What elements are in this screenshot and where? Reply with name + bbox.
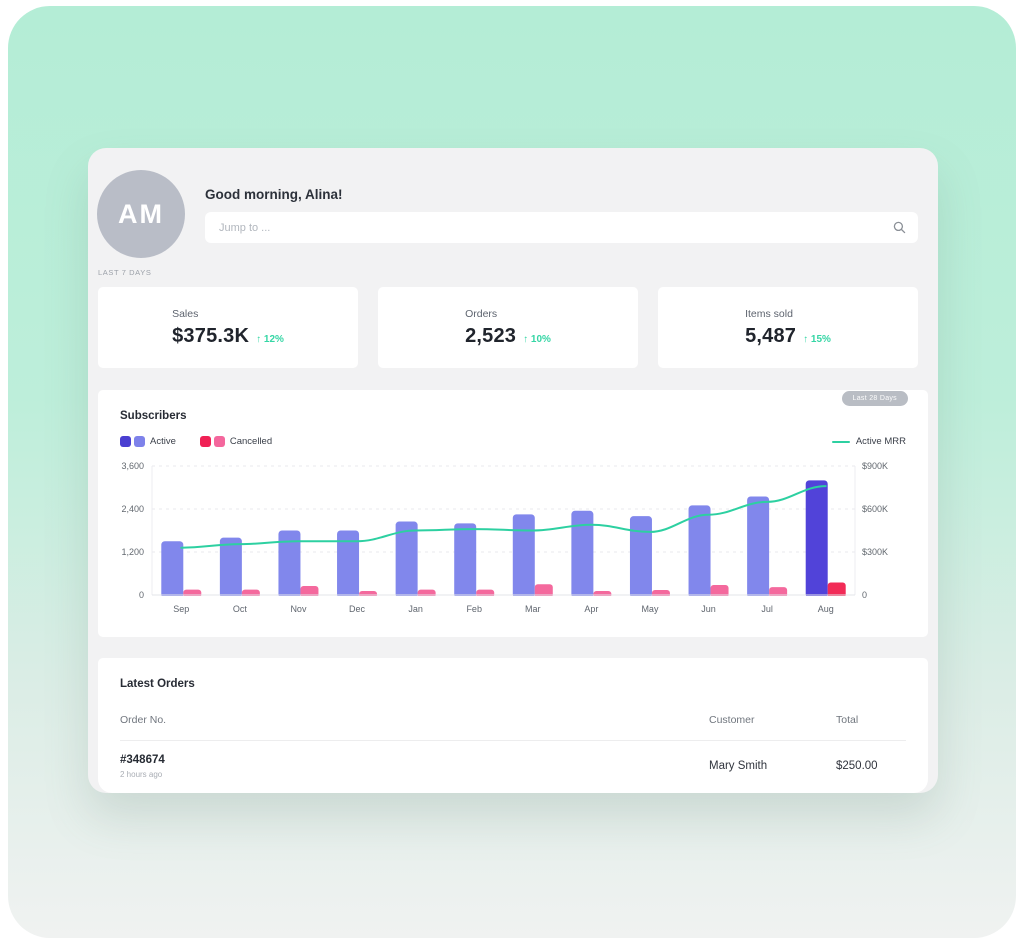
stat-change-up: ↑ 15% [803, 333, 831, 345]
column-total: Total [836, 714, 859, 726]
subscribers-card: Last 28 Days Subscribers Active Cancelle… [98, 390, 928, 637]
cancelled-light-swatch [213, 436, 225, 447]
up-arrow-icon: ↑ [803, 333, 809, 345]
svg-text:Jul: Jul [761, 604, 773, 614]
active-dark-swatch [120, 436, 131, 447]
stat-value: 2,523 [465, 324, 517, 347]
order-number: #348674 [120, 754, 165, 766]
svg-text:Aug: Aug [818, 604, 834, 614]
search-icon[interactable] [893, 221, 906, 234]
svg-text:$300K: $300K [862, 547, 888, 557]
svg-text:Nov: Nov [290, 604, 307, 614]
stat-change-up: ↑ 10% [523, 333, 551, 345]
svg-text:Feb: Feb [466, 604, 482, 614]
svg-text:0: 0 [139, 590, 144, 600]
legend-label: Cancelled [229, 436, 273, 447]
table-row[interactable]: #348674 2 hours ago Mary Smith $250.00 [98, 750, 928, 788]
column-order-no: Order No. [120, 714, 167, 726]
subscribers-chart: 3,600 2,400 1,200 0 $900K $600K $300K 0 Sep Oct No… [114, 454, 912, 625]
svg-text:0: 0 [862, 590, 867, 600]
svg-text:Jan: Jan [408, 604, 423, 614]
greeting-text: Good morning, Alina! [205, 187, 343, 202]
svg-text:Jun: Jun [701, 604, 716, 614]
chart-legend: Active Cancelled Active MRR [120, 436, 906, 447]
stat-label: Orders [465, 307, 498, 320]
latest-orders-card: Latest Orders Order No. Customer Total #… [98, 658, 928, 793]
up-arrow-icon: ↑ [256, 333, 262, 345]
mrr-line-swatch [831, 440, 850, 443]
stat-value: 5,487 [745, 324, 797, 347]
cancelled-dark-swatch [199, 436, 211, 447]
stat-label: Sales [172, 307, 199, 320]
svg-text:Mar: Mar [525, 604, 541, 614]
subscribers-title: Subscribers [120, 410, 187, 422]
svg-text:Oct: Oct [233, 604, 248, 614]
stats-row: Sales $375.3K ↑ 12% Orders 2,523 ↑ 10% I… [98, 287, 928, 368]
svg-text:1,200: 1,200 [121, 547, 144, 557]
legend-label: Active MRR [855, 436, 906, 447]
legend-item-active-mrr[interactable]: Active MRR [831, 436, 906, 447]
stat-change-up: ↑ 12% [256, 333, 284, 345]
active-light-swatch [134, 436, 145, 447]
svg-text:$900K: $900K [862, 461, 888, 471]
svg-text:Sep: Sep [173, 604, 189, 614]
stat-card-orders: Orders 2,523 ↑ 10% [378, 287, 638, 368]
svg-text:Dec: Dec [349, 604, 366, 614]
stat-card-sales: Sales $375.3K ↑ 12% [98, 287, 358, 368]
order-total: $250.00 [836, 760, 878, 772]
period-label: LAST 7 DAYS [98, 268, 152, 277]
avatar[interactable]: AM [97, 170, 185, 258]
legend-label: Active [150, 436, 176, 447]
svg-text:May: May [641, 604, 659, 614]
legend-item-cancelled[interactable]: Cancelled [199, 436, 273, 447]
avatar-initials: AM [118, 198, 164, 229]
latest-orders-title: Latest Orders [120, 678, 195, 690]
legend-item-active[interactable]: Active [120, 436, 176, 447]
column-customer: Customer [709, 714, 755, 726]
dashboard-panel: AM Good morning, Alina! LAST 7 DAYS Sale… [88, 148, 938, 793]
search-bar[interactable] [205, 212, 918, 243]
svg-text:$600K: $600K [862, 504, 888, 514]
up-arrow-icon: ↑ [523, 333, 529, 345]
svg-text:Apr: Apr [584, 604, 598, 614]
svg-text:2,400: 2,400 [121, 504, 144, 514]
stat-card-items-sold: Items sold 5,487 ↑ 15% [658, 287, 918, 368]
orders-divider [120, 740, 906, 741]
last-28-days-badge[interactable]: Last 28 Days [841, 391, 908, 406]
stat-value: $375.3K [172, 324, 250, 347]
order-customer: Mary Smith [709, 760, 768, 772]
svg-text:3,600: 3,600 [121, 461, 144, 471]
order-time: 2 hours ago [120, 770, 163, 779]
stat-label: Items sold [745, 307, 793, 320]
search-input[interactable] [205, 212, 893, 243]
